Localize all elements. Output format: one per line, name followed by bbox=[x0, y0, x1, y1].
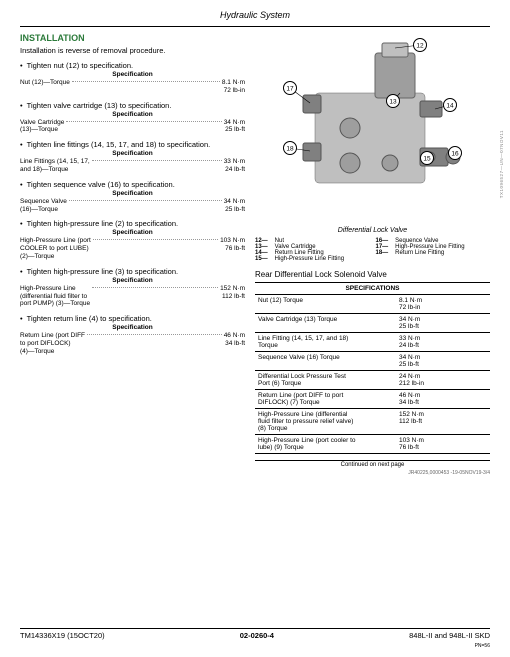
callout-17: 17 bbox=[284, 82, 311, 104]
section-heading: INSTALLATION bbox=[20, 33, 245, 43]
callout-15: 15 bbox=[421, 152, 434, 165]
spec-label: Specification bbox=[20, 229, 245, 236]
spec-table-title: Rear Differential Lock Solenoid Valve bbox=[255, 270, 490, 279]
right-column: 12 13 14 15 16 17 18 Differential Lock Valve 1… bbox=[255, 33, 490, 476]
spec-line: Line Fittings (14, 15, 17, and 18)—Torqu… bbox=[20, 158, 245, 174]
spec-line: High-Pressure Line (port COOLER to port … bbox=[20, 237, 245, 260]
valve-diagram: 12 13 14 15 16 17 18 bbox=[255, 33, 475, 223]
step-bullet: Tighten line fittings (14, 15, 17, and 1… bbox=[20, 140, 245, 149]
spec-label: Specification bbox=[20, 150, 245, 157]
step-bullet: Tighten return line (4) to specification… bbox=[20, 314, 245, 323]
diagram-caption: Differential Lock Valve bbox=[255, 227, 490, 234]
spec-label: Specification bbox=[20, 190, 245, 197]
page-footer: TM14336X19 (15OCT20) 02-0260-4 848L-II a… bbox=[20, 628, 490, 649]
step-bullet: Tighten nut (12) to specification. bbox=[20, 61, 245, 70]
divider-top bbox=[20, 26, 490, 27]
intro-text: Installation is reverse of removal proce… bbox=[20, 46, 245, 55]
spec-line: Nut (12)—Torque8.1 N·m 72 lb-in bbox=[20, 79, 245, 95]
continued-text: Continued on next page bbox=[255, 460, 490, 468]
table-row: Sequence Valve (16) Torque34 N·m 25 lb-f… bbox=[255, 352, 490, 371]
step-bullet: Tighten valve cartridge (13) to specific… bbox=[20, 101, 245, 110]
spec-line: Return Line (port DIFF to port DIFLOCK) … bbox=[20, 332, 245, 355]
table-row: Valve Cartridge (13) Torque34 N·m 25 lb-… bbox=[255, 314, 490, 333]
svg-text:13: 13 bbox=[389, 99, 397, 106]
svg-text:12: 12 bbox=[416, 43, 424, 50]
svg-text:15: 15 bbox=[423, 156, 431, 163]
footer-left: TM14336X19 (15OCT20) bbox=[20, 631, 105, 649]
spec-line: High-Pressure Line (differential fluid f… bbox=[20, 285, 245, 308]
table-row: Nut (12) Torque8.1 N·m 72 lb-in bbox=[255, 295, 490, 314]
spec-table: SPECIFICATIONS Nut (12) Torque8.1 N·m 72… bbox=[255, 282, 490, 454]
footer-center: 02-0260-4 bbox=[240, 631, 274, 649]
steps-list: Tighten nut (12) to specification.Specif… bbox=[20, 61, 245, 356]
spec-table-body: Nut (12) Torque8.1 N·m 72 lb-inValve Car… bbox=[255, 295, 490, 454]
callout-16: 16 bbox=[449, 147, 462, 160]
legend-item: 15— High-Pressure Line Fitting bbox=[255, 256, 370, 262]
spec-line: Valve Cartridge (13)—Torque34 N·m 25 lb-… bbox=[20, 119, 245, 135]
diagram-side-id: TX1096527—UN—07NOV11 bbox=[499, 130, 504, 198]
table-row: Return Line (port DIFF to port DIFLOCK) … bbox=[255, 390, 490, 409]
spec-line: Sequence Valve (16)—Torque34 N·m 25 lb-f… bbox=[20, 198, 245, 214]
doc-id: JR40225,0000453 -19-05NOV19-3/4 bbox=[255, 470, 490, 476]
svg-text:16: 16 bbox=[451, 151, 459, 158]
spec-label: Specification bbox=[20, 324, 245, 331]
table-row: Line Fitting (14, 15, 17, and 18) Torque… bbox=[255, 333, 490, 352]
table-row: Differential Lock Pressure Test Port (6)… bbox=[255, 371, 490, 390]
table-row: High-Pressure Line (differential fluid f… bbox=[255, 409, 490, 435]
left-column: INSTALLATION Installation is reverse of … bbox=[20, 33, 255, 476]
diagram-legend: 12— Nut16— Sequence Valve13— Valve Cartr… bbox=[255, 238, 490, 262]
step-bullet: Tighten sequence valve (16) to specifica… bbox=[20, 180, 245, 189]
spec-label: Specification bbox=[20, 71, 245, 78]
spec-label: Specification bbox=[20, 111, 245, 118]
footer-right: 848L-II and 948L-II SKD PN=56 bbox=[409, 631, 490, 649]
page-title: Hydraulic System bbox=[20, 10, 490, 20]
spec-label: Specification bbox=[20, 277, 245, 284]
step-bullet: Tighten high-pressure line (2) to specif… bbox=[20, 219, 245, 228]
spec-table-header: SPECIFICATIONS bbox=[255, 283, 490, 295]
svg-text:17: 17 bbox=[286, 86, 294, 93]
svg-text:14: 14 bbox=[446, 103, 454, 110]
legend-item: 18— Return Line Fitting bbox=[376, 250, 491, 256]
main-content: INSTALLATION Installation is reverse of … bbox=[20, 33, 490, 476]
step-bullet: Tighten high-pressure line (3) to specif… bbox=[20, 267, 245, 276]
table-row: High-Pressure Line (port cooler to lube)… bbox=[255, 435, 490, 454]
svg-text:18: 18 bbox=[286, 146, 294, 153]
